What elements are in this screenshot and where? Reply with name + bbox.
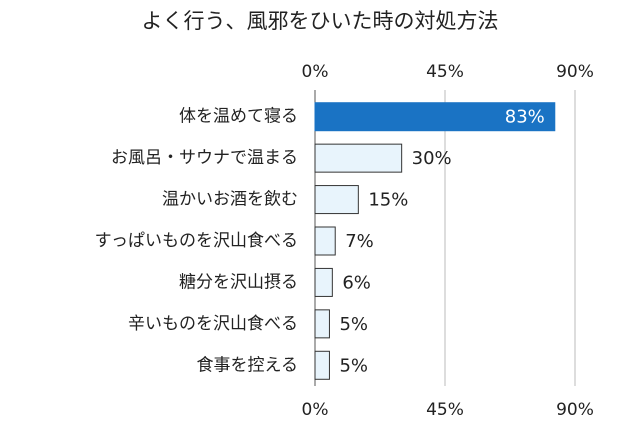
category-label: すっぱいものを沢山食べる: [95, 231, 298, 251]
chart-title: よく行う、風邪をひいた時の対処方法: [142, 9, 499, 33]
x-tick-label-top: 45%: [426, 62, 464, 82]
x-tick-label-bottom: 0%: [302, 400, 329, 420]
category-label: 体を温めて寝る: [179, 106, 298, 127]
value-label: 15%: [368, 190, 408, 211]
category-label: お風呂・サウナで温まる: [111, 148, 298, 168]
value-label: 83%: [505, 107, 545, 128]
value-label: 5%: [339, 314, 368, 335]
bar: [314, 350, 330, 380]
x-tick-label-top: 0%: [302, 62, 329, 82]
x-tick-label-bottom: 90%: [556, 400, 594, 420]
x-tick-label-bottom: 45%: [426, 400, 464, 420]
bar: [314, 102, 556, 132]
bar: [314, 309, 330, 339]
value-label: 7%: [345, 231, 374, 252]
value-label: 30%: [412, 148, 452, 169]
category-label: 温かいお酒を飲む: [162, 190, 298, 210]
x-tick-label-top: 90%: [556, 62, 594, 82]
category-label: 辛いものを沢山食べる: [128, 314, 298, 334]
bar: [314, 267, 333, 297]
bar: [314, 143, 403, 173]
bar: [314, 185, 359, 215]
value-label: 6%: [342, 272, 371, 293]
value-label: 5%: [339, 355, 368, 376]
category-label: 食事を控える: [197, 355, 299, 375]
category-label: 糖分を沢山摂る: [179, 272, 298, 292]
bar: [314, 226, 336, 256]
